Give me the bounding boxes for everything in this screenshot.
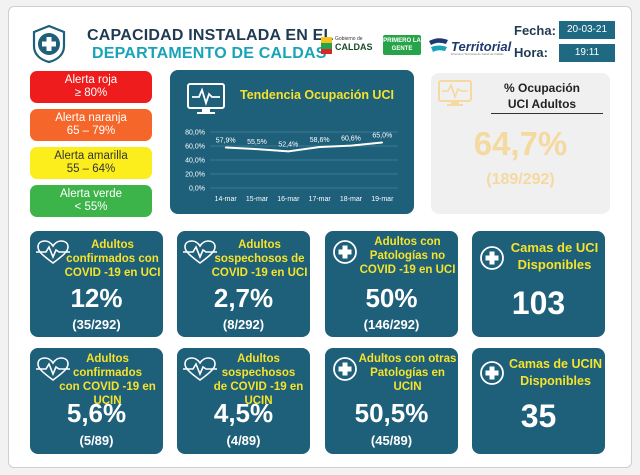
alert-naranja: Alerta naranja 65 – 79% bbox=[30, 109, 152, 141]
card-value: 103 bbox=[511, 285, 566, 321]
card-value: 50,5% bbox=[354, 398, 429, 428]
alert-naranja-name: Alerta naranja bbox=[55, 112, 127, 124]
card-label: Adultos sospechosos de COVID -19 en UCI bbox=[211, 239, 308, 279]
data-label: 58,6% bbox=[310, 137, 330, 144]
data-point bbox=[318, 146, 321, 148]
trend-chart-title: Tendencia Ocupación UCI bbox=[240, 88, 394, 102]
data-point bbox=[287, 150, 290, 153]
stat-card-camas-ucin: Camas de UCIN Disponibles 35 bbox=[472, 348, 605, 454]
alert-roja-range: ≥ 80% bbox=[74, 87, 108, 99]
monitor-heartbeat-icon bbox=[187, 83, 225, 114]
health-cross-logo-icon bbox=[32, 24, 66, 64]
y-tick-label: 60,0% bbox=[185, 144, 205, 151]
trend-line-chart: 0,0% 20,0% 40,0% 60,0% 80,0% 14-mar 15-mar 16-m… bbox=[185, 130, 398, 203]
alert-naranja-range: 65 – 79% bbox=[66, 125, 116, 137]
y-tick-label: 20,0% bbox=[185, 172, 205, 179]
card-label: Adultos con Patologías no COVID -19 en U… bbox=[359, 236, 456, 276]
heart-pulse-icon bbox=[183, 357, 217, 381]
card-value: 35 bbox=[520, 398, 557, 434]
card-fraction: (45/89) bbox=[370, 433, 413, 448]
data-point bbox=[381, 141, 384, 144]
heart-pulse-icon bbox=[183, 240, 217, 264]
heart-pulse-icon bbox=[36, 357, 70, 381]
card-label: Adultos confirmados con COVID -19 en UCI bbox=[64, 239, 161, 279]
hora-label: Hora: bbox=[514, 45, 548, 60]
fecha-label: Fecha: bbox=[514, 23, 556, 38]
data-label: 52,4% bbox=[278, 141, 298, 148]
data-label: 65,0% bbox=[372, 133, 392, 140]
medical-cross-icon bbox=[333, 357, 357, 381]
stat-card-sospechosos-ucin: Adultos sospechosos de COVID -19 en UCIN… bbox=[177, 348, 310, 454]
x-tick-label: 16-mar bbox=[277, 196, 300, 203]
territorial-logo: Territorial Dirección Territorial de Sal… bbox=[427, 33, 511, 59]
hora-value: 19:11 bbox=[559, 44, 615, 62]
card-fraction: (5/89) bbox=[79, 433, 114, 448]
card-value: 5,6% bbox=[66, 398, 127, 428]
card-fraction: (4/89) bbox=[226, 433, 261, 448]
data-point bbox=[224, 146, 227, 149]
monitor-heartbeat-icon bbox=[438, 80, 472, 106]
alert-amarilla: Alerta amarilla 55 – 64% bbox=[30, 147, 152, 179]
stat-card-confirmados-ucin: Adultos confirmados con COVID -19 en UCI… bbox=[30, 348, 163, 454]
alert-verde-name: Alerta verde bbox=[59, 188, 122, 200]
card-value: 50% bbox=[365, 283, 418, 313]
alert-amarilla-name: Alerta amarilla bbox=[54, 150, 128, 162]
card-value: 12% bbox=[70, 283, 123, 313]
card-value: 2,7% bbox=[213, 283, 274, 313]
stat-card-confirmados-uci: Adultos confirmados con COVID -19 en UCI… bbox=[30, 231, 163, 337]
occupancy-divider bbox=[491, 113, 603, 114]
occupancy-card: % Ocupación UCI Adultos 64,7% (189/292) bbox=[431, 73, 610, 214]
data-point bbox=[256, 148, 258, 150]
occupancy-fraction: (189/292) bbox=[486, 171, 555, 188]
caldas-shield-icon bbox=[321, 37, 332, 54]
y-tick-label: 80,0% bbox=[185, 130, 205, 137]
medical-cross-icon bbox=[333, 240, 357, 264]
card-label: Adultos sospechosos de COVID -19 en UCIN bbox=[213, 353, 304, 407]
card-label: Adultos confirmados con COVID -19 en UCI… bbox=[59, 353, 156, 407]
stat-card-no-covid-uci: Adultos con Patologías no COVID -19 en U… bbox=[325, 231, 458, 337]
series-line bbox=[225, 141, 383, 153]
territorial-swoosh-icon bbox=[429, 38, 448, 52]
occupancy-percent: 64,7% bbox=[473, 125, 568, 162]
y-tick-label: 40,0% bbox=[185, 158, 205, 165]
stat-card-camas-uci: Camas de UCI Disponibles 103 bbox=[472, 231, 605, 337]
data-point bbox=[350, 144, 352, 147]
card-label: Adultos con otras Patologías en UCIN bbox=[358, 353, 457, 393]
stat-card-otras-patologias-ucin: Adultos con otras Patologías en UCIN 50,… bbox=[325, 348, 458, 454]
gobierno-caldas-logo: Gobierno de CALDAS bbox=[321, 34, 381, 58]
card-value: 4,5% bbox=[213, 398, 274, 428]
primero-la-gente-badge: PRIMERO LA GENTE bbox=[383, 35, 421, 55]
x-tick-label: 17-mar bbox=[309, 196, 332, 203]
x-tick-label: 15-mar bbox=[246, 196, 269, 203]
card-fraction: (35/292) bbox=[72, 317, 121, 332]
data-label: 57,9% bbox=[216, 137, 236, 144]
medical-cross-icon bbox=[480, 361, 504, 385]
medical-cross-icon bbox=[480, 246, 504, 270]
card-fraction: (8/292) bbox=[222, 317, 265, 332]
card-label: Camas de UCI Disponibles bbox=[510, 240, 599, 272]
alert-amarilla-range: 55 – 64% bbox=[66, 163, 116, 175]
page-title-line1: CAPACIDAD INSTALADA EN EL bbox=[87, 27, 334, 44]
fecha-value: 20-03-21 bbox=[559, 21, 615, 39]
x-tick-label: 19-mar bbox=[371, 196, 394, 203]
y-tick-label: 0,0% bbox=[189, 186, 205, 193]
data-label: 55,5% bbox=[247, 139, 267, 146]
page-title-line2: DEPARTAMENTO DE CALDAS bbox=[92, 45, 327, 62]
alert-roja: Alerta roja ≥ 80% bbox=[30, 71, 152, 103]
card-label: Camas de UCIN Disponibles bbox=[508, 357, 603, 388]
x-tick-label: 14-mar bbox=[215, 196, 238, 203]
occupancy-title: % Ocupación UCI Adultos bbox=[503, 81, 580, 111]
card-fraction: (146/292) bbox=[363, 317, 420, 332]
x-tick-label: 18-mar bbox=[340, 196, 363, 203]
heart-pulse-icon bbox=[36, 240, 70, 264]
trend-chart-card: Tendencia Ocupación UCI 0,0% 20,0% 40,0% 60… bbox=[170, 70, 414, 214]
alert-verde: Alerta verde < 55% bbox=[30, 185, 152, 217]
stat-card-sospechosos-uci: Adultos sospechosos de COVID -19 en UCI … bbox=[177, 231, 310, 337]
alert-verde-range: < 55% bbox=[74, 201, 108, 213]
data-label: 60,6% bbox=[341, 136, 361, 143]
alert-roja-name: Alerta roja bbox=[64, 74, 118, 86]
